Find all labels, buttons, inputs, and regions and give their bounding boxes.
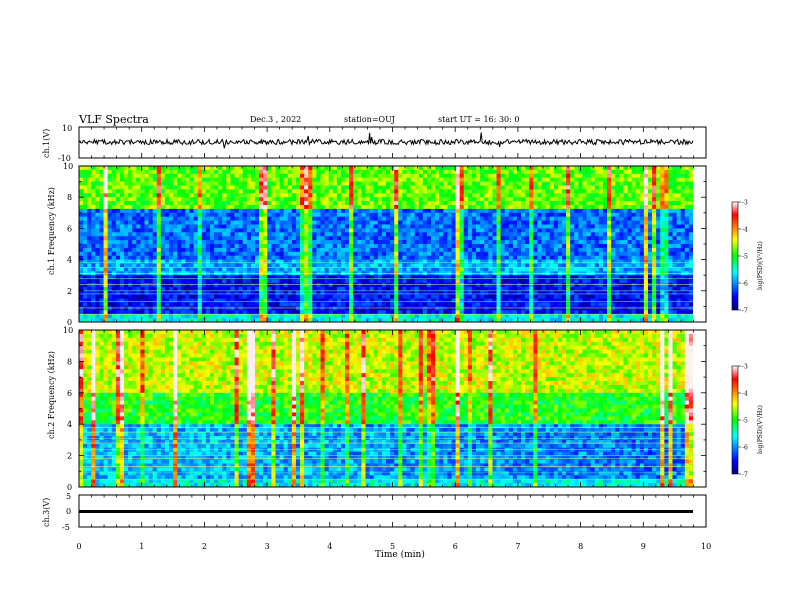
ch1-colorbar: -3 -4 -5 -6 -7 log(PSD)(V²/Hz) — [731, 200, 764, 315]
ytick-label: 2 — [67, 452, 72, 461]
ch1-spectrogram-ylabel: ch.1 Frequency (kHz) — [47, 187, 56, 275]
ch1-wave-ylabel: ch.1(V) — [42, 129, 51, 158]
ytick-label: 6 — [67, 224, 72, 233]
ch2-colorbar-label: log(PSD)(V²/Hz) — [757, 405, 764, 454]
xtick-label: 2 — [202, 542, 207, 551]
colorbar-tick-label: -3 — [742, 364, 748, 371]
xtick-label: 6 — [453, 542, 458, 551]
xtick-label: 4 — [327, 542, 332, 551]
xtick-label: 3 — [265, 542, 270, 551]
x-axis-label: Time (min) — [375, 549, 425, 560]
colorbar-tick-label: -5 — [742, 254, 748, 261]
colorbar-tick-label: -7 — [742, 472, 748, 479]
ch3-wave-ytick-mid: 0 — [66, 507, 71, 516]
ch2-spectrogram — [79, 330, 706, 488]
colorbar-tick-label: -4 — [742, 391, 748, 398]
colorbar-tick-label: -5 — [742, 418, 748, 425]
ytick-label: 4 — [67, 256, 72, 265]
xtick-label: 0 — [77, 542, 82, 551]
xtick-label: 1 — [139, 542, 144, 551]
start-time-label: start UT = 16: 30: 0 — [438, 115, 519, 124]
ch2-spectrogram-ylabel: ch.2 Frequency (kHz) — [47, 351, 56, 439]
ch1-wave-ytick-top: 10 — [62, 124, 72, 133]
ytick-label: 10 — [63, 326, 73, 335]
colorbar-tick-label: -4 — [742, 227, 748, 234]
colorbar-tick-label: -3 — [742, 200, 748, 207]
ytick-label: 0 — [67, 318, 72, 327]
colorbar-tick-label: -6 — [742, 281, 748, 288]
ytick-label: 8 — [67, 193, 72, 202]
station-label: station=OUJ — [344, 115, 395, 124]
ch1-colorbar-label: log(PSD)(V²/Hz) — [757, 241, 764, 290]
ch1-wave-ytick-bottom: -10 — [58, 154, 71, 163]
ch1-spectrogram — [79, 166, 706, 323]
ch2-colorbar: -3 -4 -5 -6 -7 log(PSD)(V²/Hz) — [731, 364, 764, 479]
ch3-wave-ytick-top: 5 — [66, 492, 71, 501]
figure-title: VLF Spectra — [78, 113, 149, 126]
ytick-label: 8 — [67, 357, 72, 366]
xtick-label: 10 — [701, 542, 711, 551]
xtick-label: 8 — [578, 542, 583, 551]
ytick-label: 0 — [67, 483, 72, 492]
colorbar-tick-label: -6 — [742, 445, 748, 452]
ytick-label: 6 — [67, 389, 72, 398]
ytick-label: 4 — [67, 420, 72, 429]
ytick-label: 10 — [63, 162, 73, 171]
ch3-wave-ylabel: ch.3(V) — [42, 498, 51, 527]
ch1-waveform-line — [78, 132, 694, 149]
ytick-label: 2 — [67, 287, 72, 296]
date-label: Dec.3 , 2022 — [250, 115, 301, 124]
ch3-wave-ytick-bottom: -5 — [62, 523, 70, 532]
ch3-waveform-line — [79, 510, 693, 513]
xtick-label: 7 — [515, 542, 520, 551]
xtick-label: 9 — [641, 542, 646, 551]
xtick-label: 5 — [390, 542, 395, 551]
colorbar-tick-label: -7 — [742, 308, 748, 315]
